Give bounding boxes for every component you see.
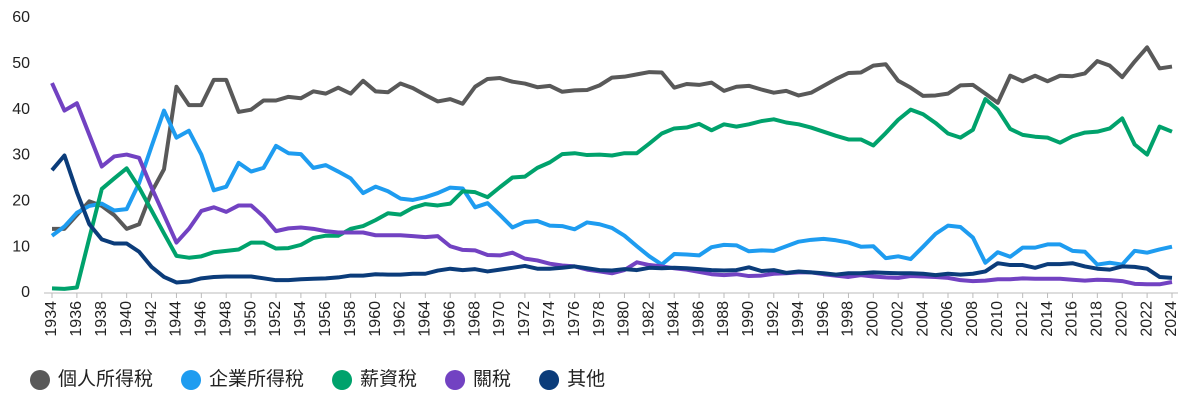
x-tick-label: 2006 xyxy=(939,301,956,337)
x-tick-label: 1990 xyxy=(740,301,757,337)
legend-label: 薪資稅 xyxy=(360,368,417,390)
series-line xyxy=(52,45,1173,231)
x-tick-label: 1992 xyxy=(765,301,782,337)
x-tick-label: 1964 xyxy=(417,301,434,337)
y-tick-label: 10 xyxy=(12,238,30,255)
x-tick-label: 2014 xyxy=(1039,301,1056,337)
x-tick-label: 1948 xyxy=(217,301,234,337)
y-tick-label: 50 xyxy=(12,55,30,72)
series-line xyxy=(50,82,1173,287)
legend-label: 個人所得稅 xyxy=(58,368,153,390)
x-tick-label: 1998 xyxy=(840,301,857,337)
legend-marker xyxy=(445,370,466,390)
x-tick-label: 2016 xyxy=(1064,301,1081,337)
x-tick-label: 1988 xyxy=(715,301,732,337)
x-tick-label: 1986 xyxy=(690,301,707,337)
x-tick-label: 2008 xyxy=(964,301,981,337)
y-tick-label: 20 xyxy=(12,193,30,210)
x-tick-label: 2004 xyxy=(914,301,931,337)
x-tick-label: 2002 xyxy=(889,301,906,337)
series-line xyxy=(51,97,1173,291)
x-tick-label: 1972 xyxy=(516,301,533,337)
series-line xyxy=(50,153,1173,285)
x-tick-label: 1958 xyxy=(342,301,359,337)
x-tick-label: 1978 xyxy=(591,301,608,337)
x-tick-label: 1968 xyxy=(466,301,483,337)
x-tick-label: 1944 xyxy=(168,301,185,337)
x-tick-label: 2020 xyxy=(1113,301,1130,337)
y-tick-label: 0 xyxy=(21,284,30,301)
legend-label: 其他 xyxy=(567,368,605,390)
x-tick-label: 2000 xyxy=(865,301,882,337)
x-tick-label: 1954 xyxy=(292,301,309,337)
y-tick-label: 60 xyxy=(12,9,30,26)
x-tick-label: 1946 xyxy=(193,301,210,337)
x-tick-label: 1938 xyxy=(93,301,110,337)
y-tick-label: 30 xyxy=(12,147,30,164)
x-tick-label: 1976 xyxy=(566,301,583,337)
y-tick-label: 40 xyxy=(12,101,30,118)
x-tick-label: 1934 xyxy=(43,301,60,337)
x-tick-label: 1982 xyxy=(641,301,658,337)
legend-marker xyxy=(181,370,202,390)
x-tick-label: 1950 xyxy=(242,301,259,337)
x-tick-label: 1966 xyxy=(441,301,458,337)
x-tick-label: 1956 xyxy=(317,301,334,337)
x-tick-label: 2022 xyxy=(1138,301,1155,337)
x-tick-label: 1970 xyxy=(491,301,508,337)
legend-label: 企業所得稅 xyxy=(209,368,304,390)
x-tick-label: 2018 xyxy=(1089,301,1106,337)
x-tick-label: 1994 xyxy=(790,301,807,337)
x-tick-label: 1940 xyxy=(118,301,135,337)
x-tick-label: 1942 xyxy=(143,301,160,337)
series-line xyxy=(50,108,1173,267)
x-tick-label: 2010 xyxy=(989,301,1006,337)
x-tick-label: 1996 xyxy=(815,301,832,337)
legend-marker xyxy=(30,370,50,390)
x-tick-label: 1974 xyxy=(541,301,558,337)
legend-marker xyxy=(539,370,560,390)
legend-marker xyxy=(332,370,353,390)
x-tick-label: 2024 xyxy=(1163,301,1180,337)
x-tick-label: 1936 xyxy=(68,301,85,337)
x-tick-label: 1960 xyxy=(367,301,384,337)
x-tick-label: 1952 xyxy=(267,301,284,337)
x-tick-label: 1984 xyxy=(665,301,682,337)
x-tick-label: 2012 xyxy=(1014,301,1031,337)
x-tick-label: 1962 xyxy=(392,301,409,337)
legend-label: 關稅 xyxy=(473,368,511,390)
x-tick-label: 1980 xyxy=(616,301,633,337)
